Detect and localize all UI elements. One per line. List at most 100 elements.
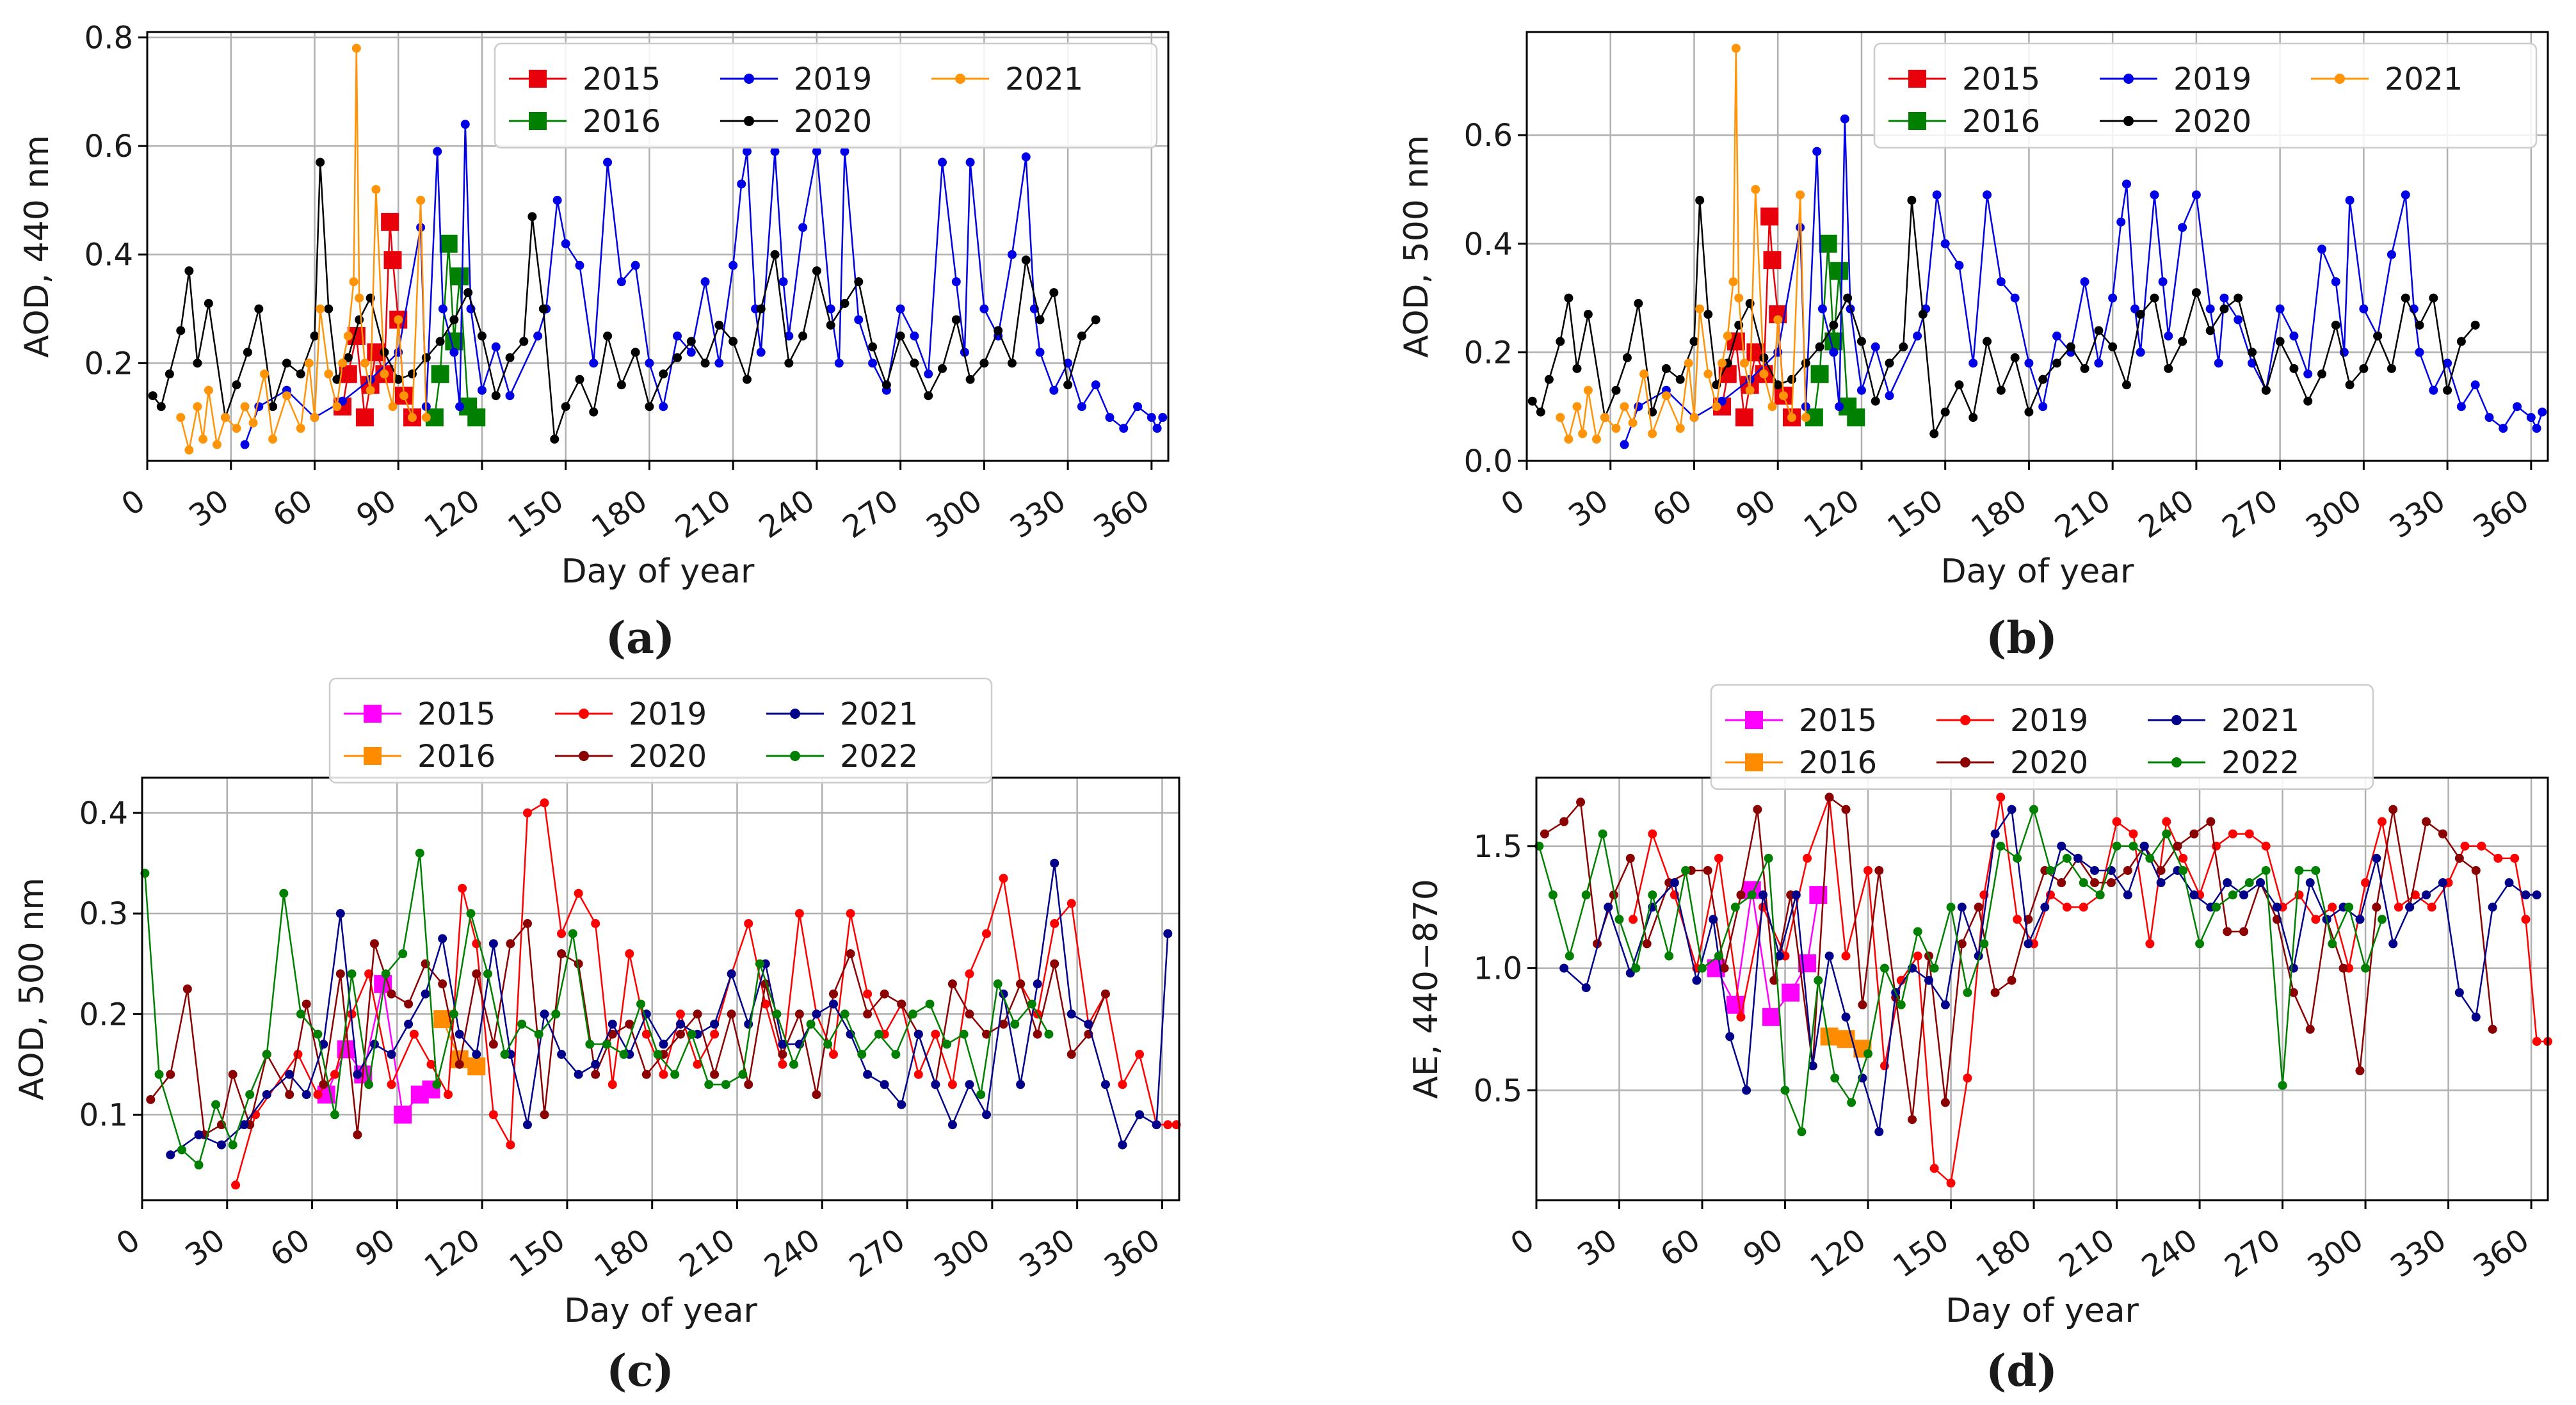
legend-item-2020: 2020: [555, 739, 707, 775]
data-point-2021: [268, 435, 278, 444]
data-point-2021: [2471, 1012, 2481, 1022]
data-point-2015: [1735, 408, 1753, 427]
data-point-2020: [2080, 364, 2089, 373]
series-2016: [425, 234, 486, 427]
data-point-2021: [282, 391, 291, 401]
data-point-2020: [2488, 1024, 2497, 1034]
legend-label: 2019: [794, 61, 872, 97]
series-2015: [317, 975, 440, 1124]
data-point-2022: [1614, 915, 1624, 924]
data-point-2021: [438, 934, 447, 943]
data-point-2021: [1163, 929, 1173, 938]
data-point-2022: [1896, 1000, 1906, 1009]
data-point-2019: [2038, 402, 2048, 412]
legend-item-2015: 2015: [1888, 61, 2040, 97]
data-point-2020: [1675, 374, 1685, 384]
data-point-2021: [2223, 878, 2232, 888]
chart-d-series: [1534, 792, 2552, 1188]
data-point-2021: [675, 1020, 685, 1029]
data-point-2020: [693, 1009, 702, 1019]
data-point-2022: [908, 1009, 917, 1019]
data-point-2020: [574, 959, 583, 968]
data-point-2020: [798, 331, 808, 341]
data-point-2022: [2045, 865, 2055, 875]
data-point-2020: [1049, 288, 1059, 298]
legend-label: 2022: [840, 739, 918, 775]
data-point-2021: [1670, 878, 1679, 888]
data-point-2019: [1996, 277, 2006, 287]
data-point-2019: [1152, 424, 1162, 433]
panel-c: (c): [606, 1345, 674, 1397]
data-point-2022: [1913, 927, 1922, 936]
data-point-2021: [1583, 385, 1593, 395]
data-point-2020: [673, 353, 682, 362]
data-point-2022: [1681, 865, 1691, 875]
data-point-2021: [863, 1070, 873, 1079]
data-point-2022: [2013, 853, 2022, 863]
data-point-2019: [924, 369, 933, 379]
data-point-2022: [2211, 903, 2221, 912]
data-point-2019: [1119, 424, 1129, 433]
data-point-2021: [302, 1090, 311, 1099]
data-point-2022: [330, 1110, 339, 1120]
data-point-2019: [2261, 841, 2271, 851]
data-point-2020: [1556, 337, 1565, 346]
data-point-2021: [1084, 1020, 1093, 1029]
data-point-2019: [659, 402, 668, 412]
data-point-2020: [1918, 310, 1928, 319]
data-point-2020: [924, 391, 933, 401]
data-point-2021: [1556, 413, 1565, 422]
data-point-2021: [1692, 975, 1702, 985]
data-point-2021: [2405, 903, 2415, 912]
data-point-2019: [2244, 829, 2254, 839]
y-tick-label: 0.1: [79, 1097, 128, 1133]
data-point-2021: [1940, 1000, 1950, 1009]
data-point-2019: [575, 261, 584, 270]
data-point-2022: [2278, 1080, 2287, 1090]
y-axis-label: AE, 440−870: [1407, 879, 1445, 1099]
data-point-2020: [994, 326, 1003, 335]
data-point-2021: [965, 1080, 974, 1089]
data-point-2021: [353, 1070, 362, 1079]
data-point-2020: [1622, 353, 1632, 362]
legend-swatch-marker: [2335, 74, 2345, 84]
data-point-2015: [1760, 207, 1779, 226]
data-point-2021: [2090, 865, 2100, 875]
data-point-2020: [243, 348, 252, 357]
data-point-2020: [148, 391, 157, 401]
data-point-2020: [770, 250, 780, 259]
data-point-2020: [1871, 396, 1880, 406]
data-point-2020: [2189, 829, 2199, 839]
data-point-2019: [896, 304, 905, 314]
legend-label: 2015: [583, 61, 661, 97]
data-point-2020: [232, 380, 241, 390]
data-point-2015: [1782, 983, 1800, 1002]
data-point-2019: [2214, 358, 2223, 368]
data-point-2022: [296, 1009, 305, 1019]
legend-swatch-marker: [1960, 757, 1970, 767]
data-point-2019: [826, 304, 835, 314]
data-point-2015: [1763, 251, 1782, 269]
data-point-2022: [789, 1059, 799, 1069]
data-point-2020: [182, 984, 192, 993]
data-point-2022: [1044, 1029, 1054, 1039]
legend-label: 2019: [2173, 61, 2251, 97]
data-point-2020: [2422, 817, 2431, 826]
data-point-2019: [756, 348, 766, 357]
data-point-2020: [404, 999, 414, 1009]
data-point-2020: [2359, 364, 2369, 373]
data-point-2021: [2521, 890, 2531, 900]
data-point-2016: [1810, 365, 1829, 383]
data-point-2020: [1077, 331, 1086, 341]
data-point-2020: [1091, 315, 1100, 325]
data-point-2019: [1840, 114, 1849, 124]
data-point-2020: [1773, 380, 1783, 390]
data-point-2020: [538, 304, 548, 314]
data-point-2021: [1751, 184, 1760, 194]
data-point-2022: [2361, 963, 2371, 973]
data-point-2020: [2057, 878, 2066, 888]
data-point-2020: [1990, 988, 2000, 997]
data-point-2020: [2094, 326, 2104, 335]
data-point-2019: [1803, 853, 1812, 863]
panel-b: (b): [1986, 613, 2057, 664]
